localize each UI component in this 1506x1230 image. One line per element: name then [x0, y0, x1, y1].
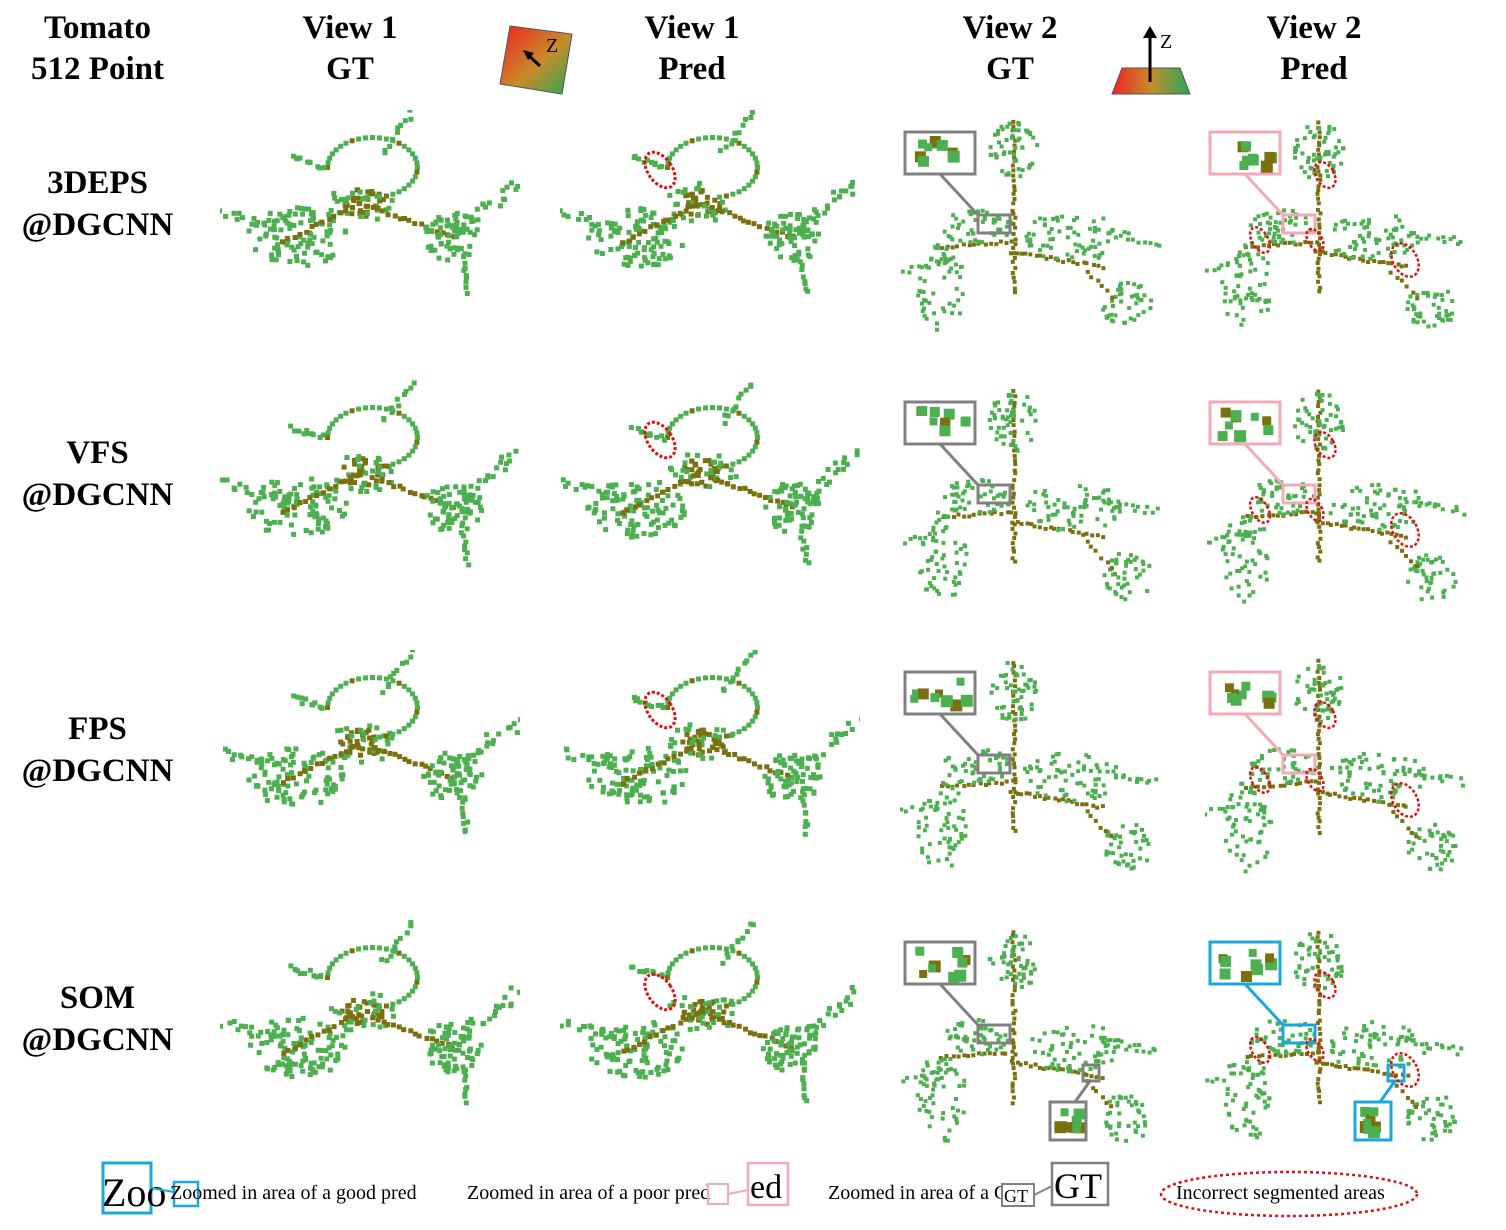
- panel-som-v2gt: [901, 930, 1157, 1143]
- panel-vfs-v2pr: [1207, 389, 1467, 604]
- error-ellipse: [1248, 765, 1272, 795]
- legend-good-large-box: Zoo: [101, 1161, 200, 1220]
- panel-som-v1pr: [560, 921, 857, 1104]
- legend-poor-boxes: ed: [707, 1161, 790, 1207]
- zoom-inset: [1208, 400, 1317, 505]
- row-label-fps: FPS @DGCNN: [21, 711, 174, 789]
- error-ellipse: [1305, 227, 1325, 253]
- error-ellipse: [1313, 430, 1337, 460]
- error-ellipse: [1305, 767, 1325, 793]
- legend-gt-label: Zoomed in area of a GT: [828, 1182, 1021, 1204]
- view1-orientation-icon: Z: [499, 25, 573, 95]
- legend-incorrect-ellipse: [1159, 1170, 1419, 1218]
- error-ellipse: [643, 420, 677, 460]
- point-cloud: [220, 920, 520, 1106]
- zoom-inset: [1208, 130, 1317, 235]
- error-ellipse: [1305, 497, 1325, 523]
- header-view1-pred: View 1 Pred: [644, 10, 740, 87]
- error-ellipse: [1390, 242, 1420, 278]
- error-ellipse: [643, 150, 677, 190]
- panel-vfs-v1pr: [560, 382, 860, 566]
- point-cloud: [563, 650, 860, 837]
- error-ellipse: [1305, 1037, 1325, 1063]
- zoom-inset: [903, 670, 1012, 775]
- point-cloud: [901, 930, 1157, 1143]
- panel-fps-v2gt: [900, 661, 1159, 871]
- panel-3deps-v2pr: [1205, 120, 1463, 329]
- panel-som-v2pr: [1205, 930, 1464, 1142]
- point-cloud: [1205, 658, 1465, 874]
- point-cloud: [900, 661, 1159, 871]
- zoom-inset: [903, 940, 1101, 1142]
- error-ellipse: [1313, 700, 1337, 730]
- error-ellipse: [643, 972, 677, 1012]
- legend-good-pred-label: Zoomed in area of a good pred: [170, 1182, 417, 1204]
- header-view1-gt: View 1 GT: [302, 10, 398, 87]
- panel-3deps-v1gt: [220, 110, 520, 296]
- point-cloud: [220, 110, 520, 296]
- error-ellipse: [1248, 495, 1272, 525]
- legend-incorrect-label: Incorrect segmented areas: [1176, 1182, 1385, 1204]
- corner-title: Tomato 512 Point: [31, 10, 164, 87]
- row-label-som: SOM @DGCNN: [21, 980, 174, 1058]
- view2-orientation-icon: Z: [1111, 26, 1191, 95]
- point-cloud: [220, 380, 519, 568]
- svg-text:Z: Z: [1160, 31, 1172, 53]
- panel-3deps-v1pr: [560, 110, 856, 294]
- panel-fps-v1pr: [563, 650, 860, 837]
- point-cloud: [900, 119, 1162, 332]
- panel-som-v1gt: [220, 920, 520, 1106]
- zoom-inset: [1208, 670, 1317, 775]
- point-cloud: [560, 110, 856, 294]
- svg-text:Z: Z: [546, 35, 558, 57]
- error-ellipse: [1248, 225, 1272, 255]
- error-ellipse: [1390, 782, 1420, 818]
- error-ellipse: [1313, 160, 1337, 190]
- point-cloud: [223, 650, 520, 834]
- error-ellipse: [1390, 512, 1420, 548]
- zoom-inset: [903, 130, 1012, 235]
- panel-vfs-v1gt: [220, 380, 519, 568]
- legend-poor-pred-label: Zoomed in area of a poor pred: [467, 1182, 711, 1204]
- error-ellipse: [1390, 1052, 1420, 1088]
- error-ellipse: [1248, 1035, 1272, 1065]
- row-label-3deps: 3DEPS @DGCNN: [21, 165, 174, 243]
- error-ellipse: [643, 690, 677, 730]
- legend-gt-boxes: GT GT: [1001, 1161, 1110, 1207]
- panel-3deps-v2gt: [900, 119, 1162, 332]
- panel-fps-v2pr: [1205, 658, 1465, 874]
- zoom-inset: [903, 400, 1012, 505]
- row-label-vfs: VFS @DGCNN: [21, 435, 174, 513]
- point-cloud: [903, 389, 1160, 602]
- point-cloud: [1205, 120, 1463, 329]
- error-ellipse: [1313, 970, 1337, 1000]
- point-cloud: [560, 921, 857, 1104]
- header-view2-gt: View 2 GT: [962, 10, 1058, 87]
- point-cloud: [560, 382, 860, 566]
- panel-fps-v1gt: [223, 650, 520, 834]
- panel-vfs-v2gt: [903, 389, 1160, 602]
- zoom-inset: [1208, 940, 1406, 1142]
- header-view2-pred: View 2 Pred: [1266, 10, 1362, 87]
